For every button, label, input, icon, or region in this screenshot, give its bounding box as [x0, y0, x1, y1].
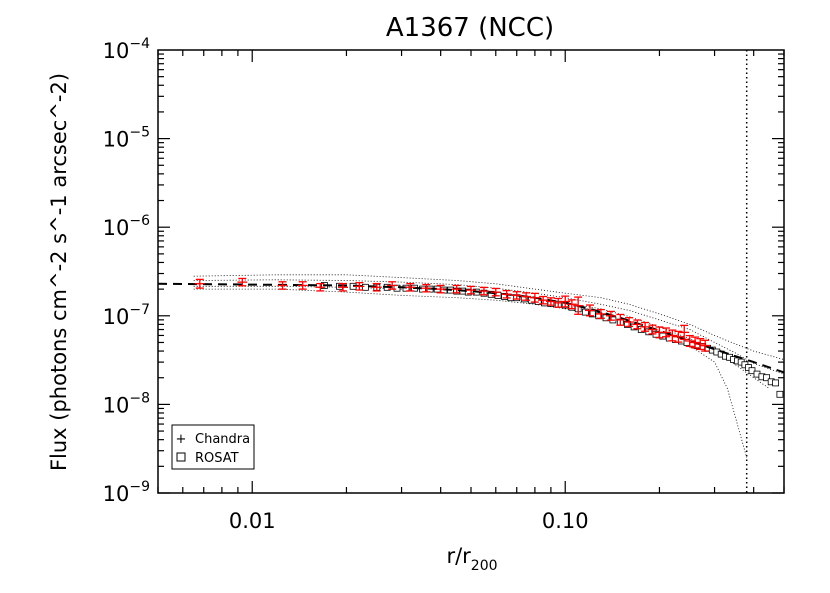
chandra-point — [695, 338, 706, 351]
x-axis-label-sub: 200 — [471, 558, 498, 574]
chandra-point — [545, 297, 556, 306]
chandra-point — [538, 295, 549, 305]
chandra-point — [421, 283, 432, 293]
chandra-point — [501, 289, 512, 299]
chandra-point — [585, 304, 596, 317]
y-tick-label-exponent: −8 — [129, 390, 150, 406]
y-axis-label: Flux (photons cm^-2 s^-1 arcsec^-2) — [47, 73, 71, 471]
chandra-point — [673, 330, 684, 343]
chandra-point — [647, 324, 658, 335]
x-axis-label: r/r200 — [446, 544, 497, 574]
chandra-point — [435, 284, 446, 294]
chandra-point — [624, 317, 635, 328]
chandra-point — [560, 295, 571, 308]
legend-label-rosat: ROSAT — [195, 451, 239, 466]
y-tick-label-exponent: −7 — [129, 302, 150, 318]
chandra-point — [466, 285, 476, 295]
y-tick-label: 10−4 — [103, 36, 150, 63]
chandra-point — [684, 334, 695, 347]
chandra-point — [371, 282, 382, 292]
envelope-line-2 — [193, 288, 748, 458]
chandra-point — [632, 319, 643, 330]
rosat-point — [776, 390, 784, 398]
y-tick-label-base: 10 — [103, 216, 130, 240]
y-tick-label-base: 10 — [103, 393, 130, 417]
rosat-point — [582, 308, 589, 316]
legend-box — [171, 424, 255, 470]
y-tick-label: 10−7 — [103, 302, 150, 329]
plot-area — [158, 50, 784, 493]
chandra-point — [615, 313, 626, 326]
chandra-point — [511, 291, 522, 300]
chandra-point — [354, 282, 365, 291]
y-tick-label-exponent: −4 — [129, 36, 150, 52]
chandra-point — [194, 278, 205, 289]
rosat-point — [487, 290, 495, 298]
chandra-point — [315, 282, 326, 292]
chandra-point — [451, 284, 462, 294]
chandra-point — [405, 282, 416, 292]
x-tick-label: 0.01 — [229, 509, 276, 533]
chandra-point — [387, 281, 398, 290]
chandra-point — [521, 292, 532, 301]
x-tick-label: 0.10 — [542, 509, 589, 533]
legend-marker-chandra: + — [176, 432, 187, 447]
chandra-point — [490, 287, 501, 297]
rosat-point — [361, 283, 369, 291]
chandra-point — [573, 296, 584, 315]
chandra-point — [553, 297, 564, 308]
chandra-point — [640, 321, 651, 332]
y-tick-label-exponent: −9 — [129, 479, 150, 495]
chandra-point — [595, 308, 606, 319]
y-tick-label-base: 10 — [103, 482, 130, 506]
y-tick-label: 10−8 — [103, 390, 150, 417]
y-tick-label-base: 10 — [103, 305, 130, 329]
legend-label-chandra: Chandra — [195, 432, 250, 447]
chandra-point — [661, 327, 672, 338]
chandra-point — [566, 299, 577, 310]
chandra-point — [529, 292, 540, 303]
chandra-point — [700, 339, 711, 352]
x-axis-label-main: r/r — [446, 544, 471, 568]
chart-title: A1367 (NCC) — [386, 13, 554, 43]
envelope-line-1 — [193, 279, 784, 375]
envelope-line-0 — [193, 274, 784, 360]
y-tick-label-exponent: −6 — [129, 213, 150, 229]
y-tick-label-exponent: −5 — [129, 125, 150, 141]
chandra-point — [679, 324, 690, 341]
chandra-point — [478, 286, 489, 296]
y-tick-label-base: 10 — [103, 39, 130, 63]
legend-marker-rosat — [176, 452, 186, 462]
model-curve — [158, 282, 784, 374]
legend: + Chandra ROSAT — [171, 424, 255, 470]
y-tick-label: 10−9 — [103, 479, 150, 506]
y-tick-label: 10−5 — [103, 125, 150, 152]
chandra-point — [277, 281, 288, 290]
rosat-point — [624, 320, 631, 328]
envelope-line-3 — [193, 285, 770, 390]
chandra-point — [690, 336, 701, 349]
chandra-point — [605, 310, 616, 321]
rosat-point — [763, 374, 770, 382]
chandra-point — [338, 282, 349, 292]
chandra-point — [297, 281, 308, 290]
rosat-point — [772, 379, 779, 387]
chandra-point — [237, 277, 248, 287]
y-tick-label: 10−6 — [103, 213, 150, 240]
y-tick-label-base: 10 — [103, 128, 130, 152]
chandra-point — [667, 329, 678, 342]
